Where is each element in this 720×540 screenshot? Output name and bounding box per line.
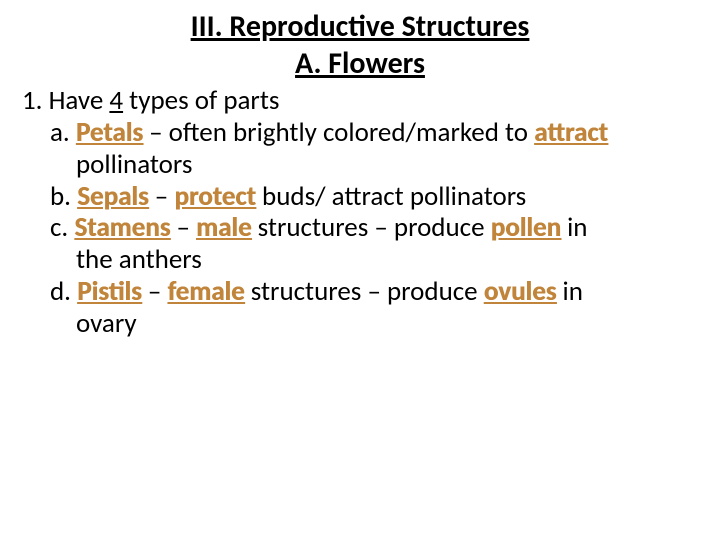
- keyword-attract: attract: [534, 116, 608, 149]
- keyword-pollen: pollen: [491, 211, 561, 244]
- text: –: [142, 275, 168, 308]
- text: – often brightly colored/marked to: [143, 116, 534, 149]
- text: structures – produce: [245, 275, 484, 308]
- keyword-ovules: ovules: [484, 275, 557, 308]
- list-item-1: 1. Have 4 types of parts: [18, 85, 702, 117]
- title-section: III. Reproductive Structures: [18, 10, 702, 45]
- list-item-a-cont: pollinators: [18, 149, 702, 181]
- slide: III. Reproductive Structures A. Flowers …: [0, 0, 720, 540]
- keyword-stamens: Stamens: [74, 211, 170, 244]
- text: b.: [50, 180, 77, 213]
- text: the anthers: [76, 243, 202, 276]
- keyword-protect: protect: [174, 180, 256, 213]
- text: –: [149, 180, 175, 213]
- list-item-c-cont: the anthers: [18, 244, 702, 276]
- keyword-female: female: [167, 275, 244, 308]
- keyword-petals: Petals: [76, 116, 143, 149]
- text: c.: [50, 211, 74, 244]
- list-item-d-cont: ovary: [18, 308, 702, 340]
- body-text: 1. Have 4 types of parts a. Petals – oft…: [18, 85, 702, 340]
- text: pollinators: [76, 148, 192, 181]
- list-item-a: a. Petals – often brightly colored/marke…: [18, 117, 702, 149]
- keyword-sepals: Sepals: [77, 180, 149, 213]
- text: in: [561, 211, 588, 244]
- text: ovary: [76, 307, 137, 340]
- text: 1. Have: [22, 84, 109, 117]
- text: d.: [50, 275, 77, 308]
- underlined-number: 4: [109, 84, 123, 117]
- list-item-d: d. Pistils – female structures – produce…: [18, 276, 702, 308]
- text: in: [556, 275, 583, 308]
- title-subsection: A. Flowers: [18, 47, 702, 82]
- text: types of parts: [123, 84, 279, 117]
- text: –: [170, 211, 196, 244]
- title-sub: A. Flowers: [295, 45, 425, 82]
- keyword-male: male: [196, 211, 252, 244]
- text: a.: [50, 116, 76, 149]
- list-item-b: b. Sepals – protect buds/ attract pollin…: [18, 181, 702, 213]
- keyword-pistils: Pistils: [77, 275, 142, 308]
- title-roman: III. Reproductive Structures: [191, 8, 530, 45]
- text: buds/ attract pollinators: [256, 180, 526, 213]
- list-item-c: c. Stamens – male structures – produce p…: [18, 212, 702, 244]
- text: structures – produce: [252, 211, 491, 244]
